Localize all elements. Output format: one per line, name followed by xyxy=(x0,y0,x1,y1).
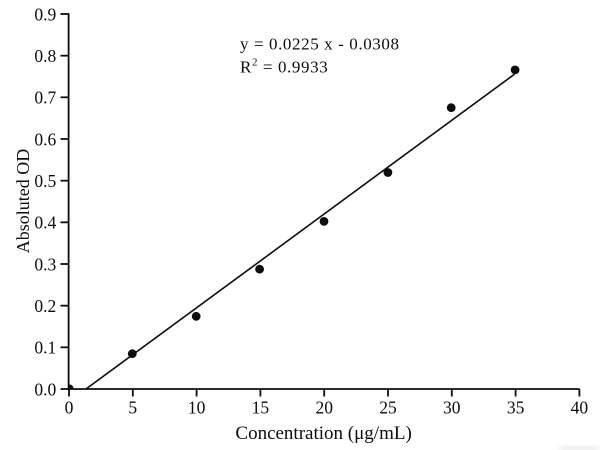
svg-text:0.7: 0.7 xyxy=(34,88,56,108)
svg-text:0.6: 0.6 xyxy=(34,129,56,149)
svg-text:5: 5 xyxy=(128,398,137,418)
svg-text:0.8: 0.8 xyxy=(34,46,56,66)
svg-text:10: 10 xyxy=(188,398,206,418)
svg-text:0.1: 0.1 xyxy=(34,338,56,358)
svg-text:0.9: 0.9 xyxy=(34,4,56,24)
svg-text:0.4: 0.4 xyxy=(34,213,56,233)
svg-text:35: 35 xyxy=(507,398,525,418)
svg-text:25: 25 xyxy=(379,398,397,418)
svg-text:15: 15 xyxy=(252,398,270,418)
svg-text:30: 30 xyxy=(443,398,461,418)
svg-text:0.2: 0.2 xyxy=(34,296,56,316)
svg-text:Absoluted OD: Absoluted OD xyxy=(13,149,33,254)
svg-text:0.5: 0.5 xyxy=(34,171,56,191)
svg-text:Concentration (μg/mL): Concentration (μg/mL) xyxy=(235,423,411,444)
svg-text:0.0: 0.0 xyxy=(34,379,56,399)
svg-text:40: 40 xyxy=(571,398,589,418)
svg-text:0.3: 0.3 xyxy=(34,254,56,274)
svg-text:0: 0 xyxy=(65,398,74,418)
svg-text:20: 20 xyxy=(315,398,333,418)
svg-text:y = 0.0225 x - 0.0308: y = 0.0225 x - 0.0308 xyxy=(240,35,400,54)
svg-text:R2 = 0.9933: R2 = 0.9933 xyxy=(240,57,328,77)
